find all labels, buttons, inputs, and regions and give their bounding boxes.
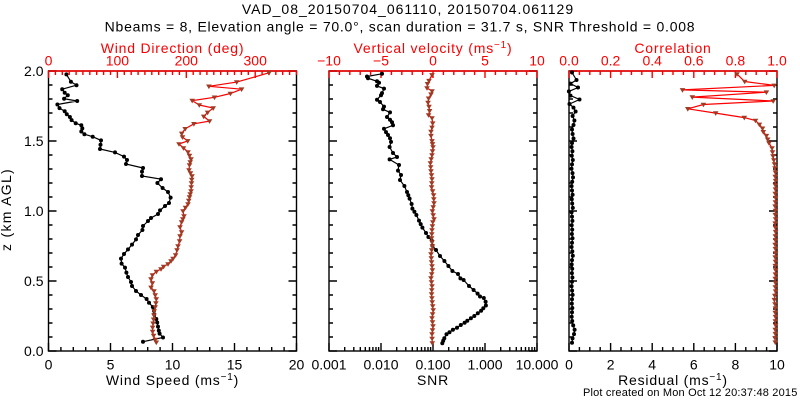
svg-text:0.010: 0.010 [363,357,398,373]
svg-text:0.4: 0.4 [642,53,662,69]
svg-text:Correlation: Correlation [634,40,711,56]
svg-text:Wind Speed (ms−1): Wind Speed (ms−1) [106,372,239,388]
svg-text:0.100: 0.100 [415,357,450,373]
svg-text:200: 200 [175,53,199,69]
svg-text:0: 0 [45,357,53,373]
svg-text:1.5: 1.5 [24,133,44,149]
svg-text:8: 8 [732,357,740,373]
svg-text:2: 2 [607,357,615,373]
svg-text:6: 6 [690,357,698,373]
svg-text:0.0: 0.0 [24,343,44,359]
svg-text:5: 5 [481,53,489,69]
svg-text:−5: −5 [373,53,389,69]
svg-text:1.0: 1.0 [767,53,787,69]
svg-text:0.5: 0.5 [24,273,44,289]
svg-text:−10: −10 [317,53,341,69]
svg-text:10: 10 [529,53,545,69]
svg-text:0.001: 0.001 [311,357,346,373]
svg-text:0.2: 0.2 [601,53,621,69]
svg-text:z (km AGL): z (km AGL) [0,168,14,251]
svg-text:1.000: 1.000 [467,357,502,373]
svg-text:0: 0 [429,53,437,69]
svg-text:0: 0 [565,357,573,373]
svg-text:4: 4 [648,357,656,373]
svg-text:100: 100 [106,53,130,69]
svg-text:20: 20 [289,357,305,373]
svg-text:300: 300 [244,53,268,69]
svg-text:Residual (ms−1): Residual (ms−1) [618,372,728,388]
svg-text:10.000: 10.000 [516,357,559,373]
svg-text:Wind Direction (deg): Wind Direction (deg) [101,40,245,56]
svg-text:0.8: 0.8 [726,53,746,69]
svg-text:10: 10 [165,357,181,373]
svg-text:5: 5 [107,357,115,373]
svg-text:VAD_08_20150704_061110, 201507: VAD_08_20150704_061110, 20150704.061129 [242,1,574,17]
svg-text:15: 15 [227,357,243,373]
svg-text:0.6: 0.6 [684,53,704,69]
svg-text:Nbeams = 8, Elevation angle =: Nbeams = 8, Elevation angle = 70.0°, sca… [105,19,696,35]
svg-text:SNR: SNR [417,372,449,388]
svg-text:Plot created on Mon Oct 12 20:: Plot created on Mon Oct 12 20:37:48 2015 [583,387,798,399]
svg-text:2.0: 2.0 [24,63,44,79]
svg-text:Vertical velocity (ms−1): Vertical velocity (ms−1) [354,40,513,56]
svg-text:0: 0 [45,53,53,69]
svg-text:1.0: 1.0 [24,203,44,219]
svg-text:10: 10 [769,357,785,373]
svg-text:0.0: 0.0 [559,53,579,69]
